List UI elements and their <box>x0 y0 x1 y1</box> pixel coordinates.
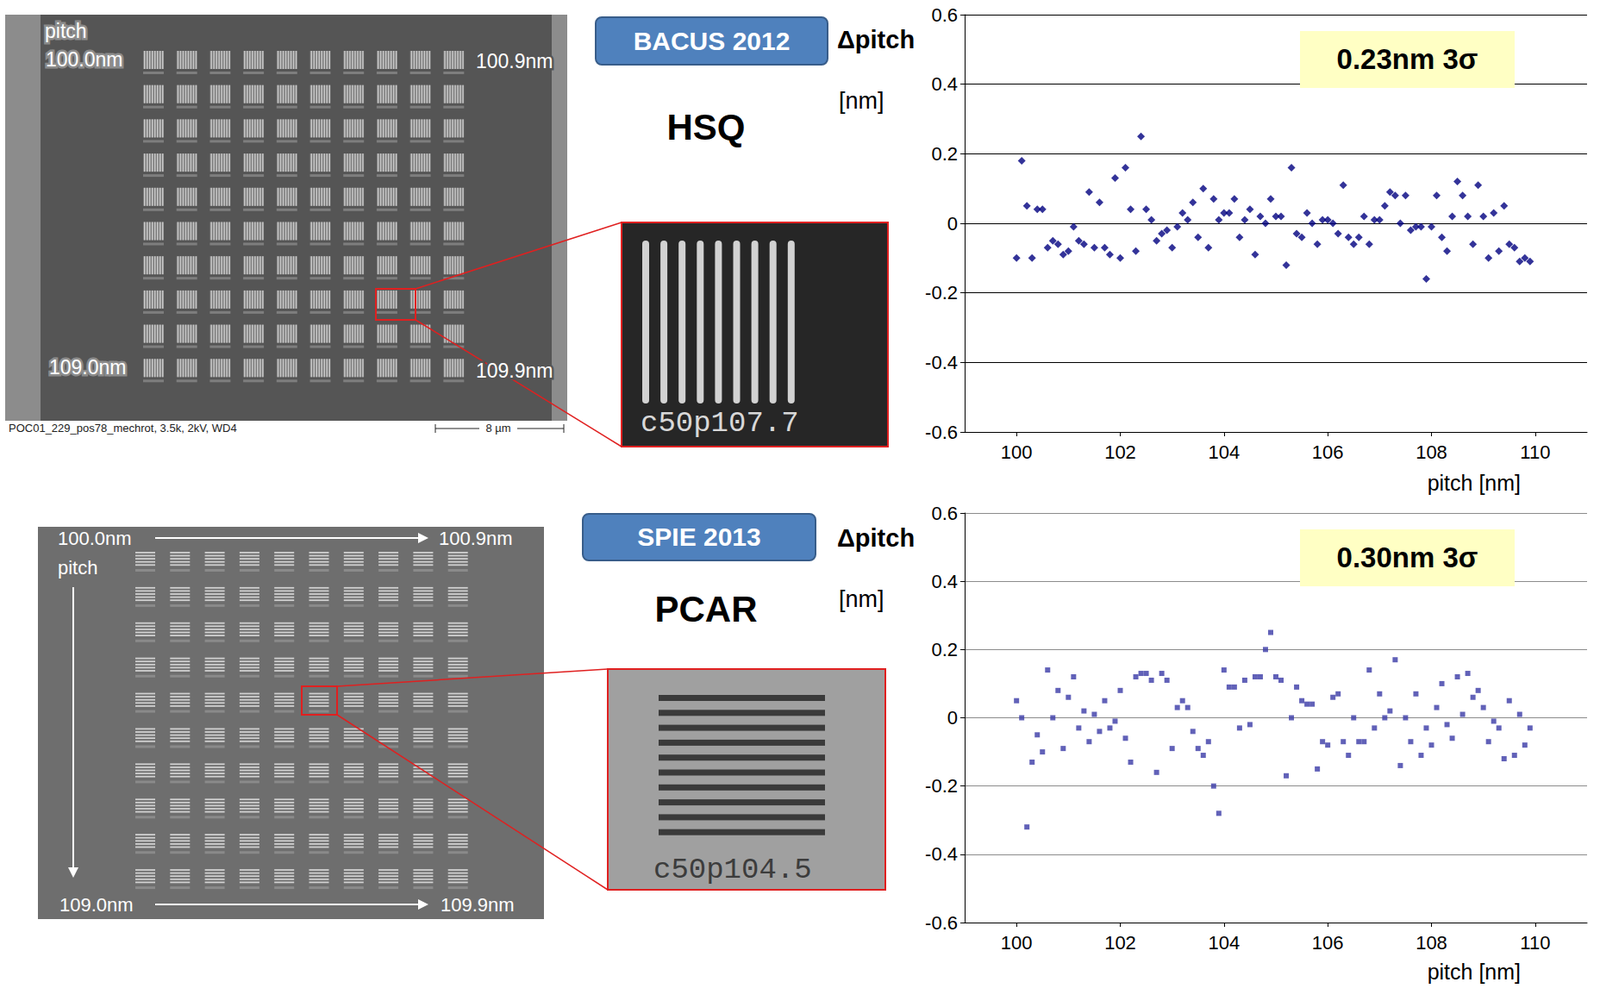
html-text:0.23nm 3σ: 0.23nm 3σ <box>1336 43 1478 75</box>
svg-text:pitch: pitch <box>57 556 98 579</box>
html-text:0.30nm 3σ: 0.30nm 3σ <box>1336 541 1478 574</box>
svg-text:0.2: 0.2 <box>931 143 958 165</box>
svg-text:108: 108 <box>1415 931 1448 954</box>
svg-text:-0.6: -0.6 <box>925 912 958 934</box>
svg-text:109.0nm: 109.0nm <box>49 356 127 379</box>
svg-text:-0.4: -0.4 <box>925 351 958 374</box>
svg-text:106: 106 <box>1312 931 1344 954</box>
svg-text:POC01_229_pos78_mechrot, 3.5k,: POC01_229_pos78_mechrot, 3.5k, 2kV, WD4 <box>8 421 238 435</box>
svg-text:-0.4: -0.4 <box>925 843 958 865</box>
svg-text:104: 104 <box>1207 441 1240 463</box>
svg-text:c50p107.7: c50p107.7 <box>640 406 800 440</box>
html-text:Δpitch: Δpitch <box>837 25 915 54</box>
svg-text:100.0nm: 100.0nm <box>57 527 132 550</box>
svg-text:-0.2: -0.2 <box>925 775 958 797</box>
svg-text:0: 0 <box>947 706 958 729</box>
svg-text:100.9nm: 100.9nm <box>438 527 513 550</box>
svg-text:104: 104 <box>1207 931 1240 954</box>
svg-text:c50p104.5: c50p104.5 <box>653 853 813 887</box>
svg-text:0: 0 <box>947 212 958 235</box>
svg-text:-0.6: -0.6 <box>925 421 958 444</box>
html-text:pitch [nm]: pitch [nm] <box>1427 959 1521 984</box>
svg-text:109.9nm: 109.9nm <box>440 893 515 916</box>
svg-text:109.0nm: 109.0nm <box>59 893 134 916</box>
svg-text:100.0nm: 100.0nm <box>45 48 124 71</box>
svg-text:0.2: 0.2 <box>931 638 958 661</box>
svg-text:0.6: 0.6 <box>931 502 958 525</box>
html-text:PCAR: PCAR <box>654 588 758 630</box>
svg-text:110: 110 <box>1519 441 1550 463</box>
svg-text:110: 110 <box>1519 931 1550 954</box>
svg-text:100: 100 <box>1000 441 1033 463</box>
svg-text:0.6: 0.6 <box>931 4 958 26</box>
html-text:SPIE 2013: SPIE 2013 <box>637 522 761 551</box>
svg-text:pitch: pitch <box>44 19 88 43</box>
html-text:pitch [nm]: pitch [nm] <box>1427 470 1521 495</box>
svg-text:0.4: 0.4 <box>931 570 958 593</box>
html-text:Δpitch: Δpitch <box>837 524 915 552</box>
svg-text:0.4: 0.4 <box>931 73 958 95</box>
html-text:[nm]: [nm] <box>838 87 885 114</box>
svg-text:106: 106 <box>1312 441 1344 463</box>
html-text:BACUS 2012: BACUS 2012 <box>633 26 790 55</box>
svg-text:8 µm: 8 µm <box>485 421 511 435</box>
svg-text:102: 102 <box>1104 931 1137 954</box>
svg-text:102: 102 <box>1104 441 1137 463</box>
svg-text:-0.2: -0.2 <box>925 281 958 304</box>
svg-text:109.9nm: 109.9nm <box>475 359 554 382</box>
html-text:HSQ: HSQ <box>666 106 746 148</box>
html-text:[nm]: [nm] <box>838 586 885 613</box>
svg-text:108: 108 <box>1415 441 1448 463</box>
svg-text:100.9nm: 100.9nm <box>475 50 554 73</box>
svg-text:100: 100 <box>1000 931 1033 954</box>
